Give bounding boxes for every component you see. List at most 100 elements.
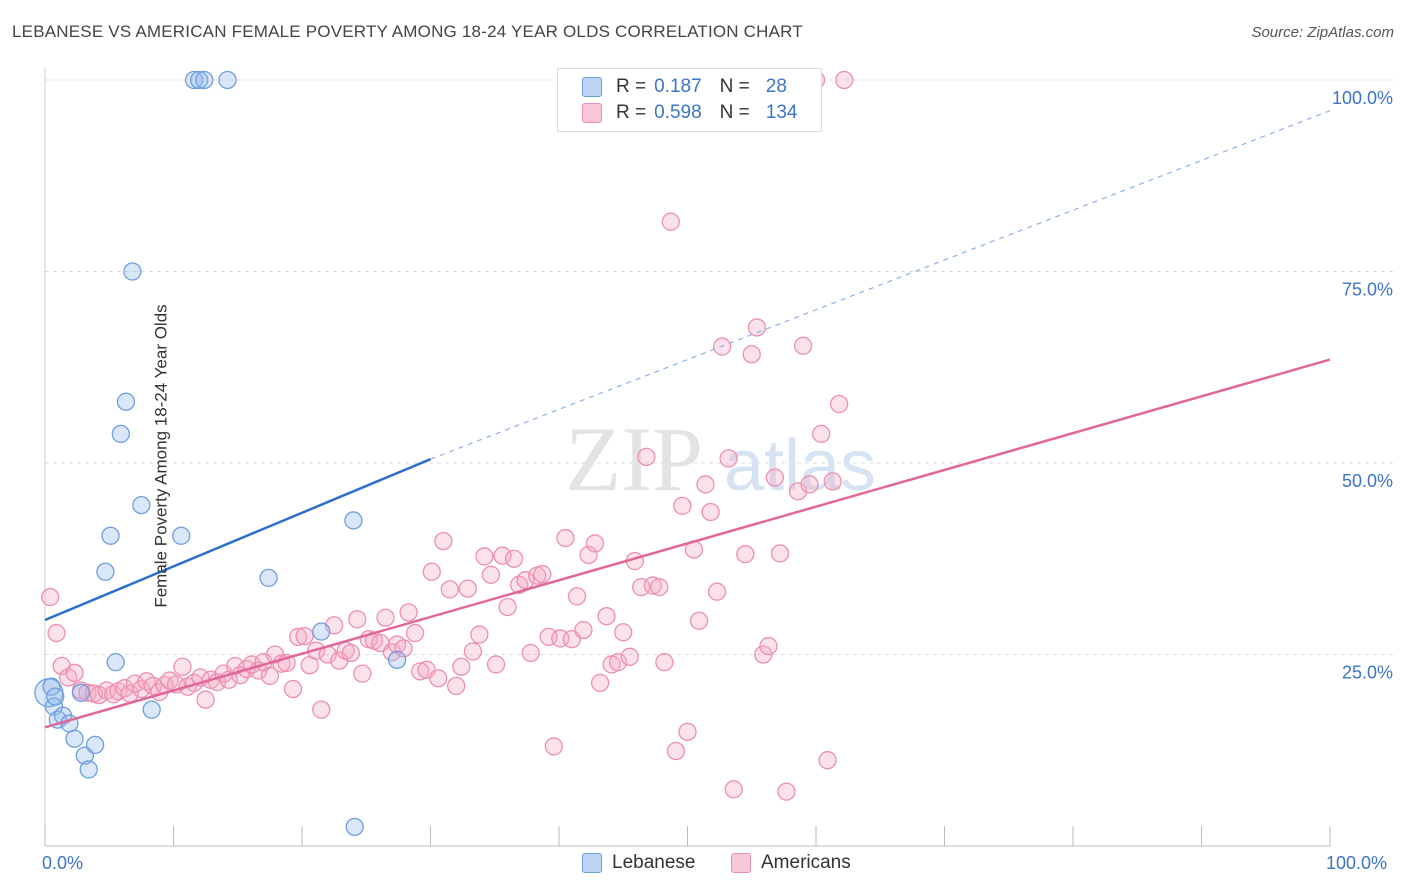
americans-swatch <box>582 103 602 123</box>
americans-point <box>742 345 761 364</box>
americans-point <box>78 683 97 702</box>
americans-point <box>40 587 60 607</box>
lebanese-point <box>123 262 142 281</box>
lebanese-point <box>184 70 204 90</box>
lebanese-point <box>312 622 331 641</box>
americans-point <box>835 70 854 90</box>
americans-point <box>544 737 564 756</box>
americans-point <box>719 449 738 468</box>
lebanese-point <box>190 70 209 90</box>
axes <box>44 68 1331 847</box>
lebanese-point <box>65 729 84 748</box>
americans-point <box>283 679 303 699</box>
americans-point <box>434 531 453 551</box>
y-tick-label: 100.0% <box>1332 88 1393 108</box>
legend-n-label: N = <box>719 76 750 97</box>
americans-point <box>475 547 494 566</box>
americans-point <box>556 528 575 548</box>
americans-point <box>422 562 441 581</box>
americans-point <box>818 751 837 770</box>
americans-point <box>574 620 593 640</box>
lebanese-points <box>34 70 407 836</box>
americans-point <box>747 318 767 337</box>
americans-point <box>458 579 477 598</box>
americans-point <box>650 577 669 597</box>
americans-point <box>724 780 743 799</box>
americans-point <box>707 582 727 601</box>
americans-points <box>40 70 854 801</box>
lebanese-point <box>46 687 65 706</box>
americans-point <box>440 580 459 599</box>
americans-point <box>811 424 831 444</box>
americans-point <box>678 722 697 742</box>
lebanese-swatch <box>582 77 602 97</box>
lebanese-point <box>142 700 161 719</box>
legend-label-lebanese: Lebanese <box>612 852 696 873</box>
watermark: ZIP atlas <box>565 408 876 510</box>
lebanese-trend-line <box>44 458 431 622</box>
americans-point <box>498 597 517 617</box>
americans-point <box>823 472 842 491</box>
americans-point <box>504 549 524 568</box>
legend-row-americans: R = 0.598 N = 134 <box>582 100 797 126</box>
americans-point <box>632 577 651 597</box>
americans-point <box>597 607 616 626</box>
americans-point <box>608 653 628 672</box>
legend-item-lebanese[interactable]: Lebanese <box>582 852 695 874</box>
lebanese-point <box>387 650 407 670</box>
americans-point <box>655 653 674 672</box>
americans-point <box>620 647 639 666</box>
americans-point <box>533 564 552 584</box>
americans-point <box>521 643 540 663</box>
legend-r-label: R = <box>616 76 647 97</box>
americans-point <box>567 587 587 606</box>
americans-point <box>399 603 418 622</box>
americans-point <box>788 482 808 501</box>
legend-r-label: R = <box>616 102 647 123</box>
americans-point <box>47 623 66 643</box>
lebanese-point <box>85 735 105 755</box>
americans-point <box>288 627 308 647</box>
americans-point <box>353 664 372 683</box>
lebanese-point <box>111 424 130 444</box>
lebanese-point <box>195 70 214 90</box>
y-tick-label: 25.0% <box>1342 663 1393 683</box>
x-tick-label-min: 0.0% <box>42 853 84 873</box>
stats-legend: R = 0.187 N = 28 R = 0.598 N = 134 <box>557 68 822 132</box>
americans-point <box>800 475 819 494</box>
americans-point <box>452 657 471 676</box>
trend-lines <box>44 110 1331 729</box>
americans-point <box>770 544 790 563</box>
legend-n-value: 28 <box>765 76 787 97</box>
grid-lines <box>45 79 1395 655</box>
americans-point <box>447 676 466 696</box>
lebanese-point <box>106 653 125 672</box>
americans-point <box>463 642 483 661</box>
lebanese-point <box>172 526 191 545</box>
americans-point <box>470 625 489 644</box>
legend-row-lebanese: R = 0.187 N = 28 <box>582 74 787 100</box>
watermark-atlas: atlas <box>724 426 876 506</box>
americans-point <box>295 626 314 646</box>
americans-point <box>701 502 720 522</box>
lebanese-point <box>101 526 120 545</box>
americans-point <box>260 666 280 686</box>
americans-point <box>661 212 680 231</box>
y-axis-label: Female Poverty Among 18-24 Year Olds <box>151 304 171 608</box>
chart-title: LEBANESE VS AMERICAN FEMALE POVERTY AMON… <box>12 22 803 41</box>
americans-point <box>585 534 605 553</box>
lebanese-point <box>344 511 363 530</box>
watermark-zip: ZIP <box>565 408 703 510</box>
legend-item-americans[interactable]: Americans <box>731 852 851 874</box>
lebanese-point <box>116 392 136 411</box>
americans-point <box>643 576 662 595</box>
y-tick-label: 50.0% <box>1342 471 1393 491</box>
americans-point <box>765 468 785 487</box>
lebanese-point <box>259 568 278 588</box>
americans-point <box>673 496 692 516</box>
lebanese-trend-extension <box>430 110 1331 460</box>
americans-point <box>590 673 610 692</box>
americans-point <box>486 655 506 674</box>
americans-point <box>614 623 633 642</box>
